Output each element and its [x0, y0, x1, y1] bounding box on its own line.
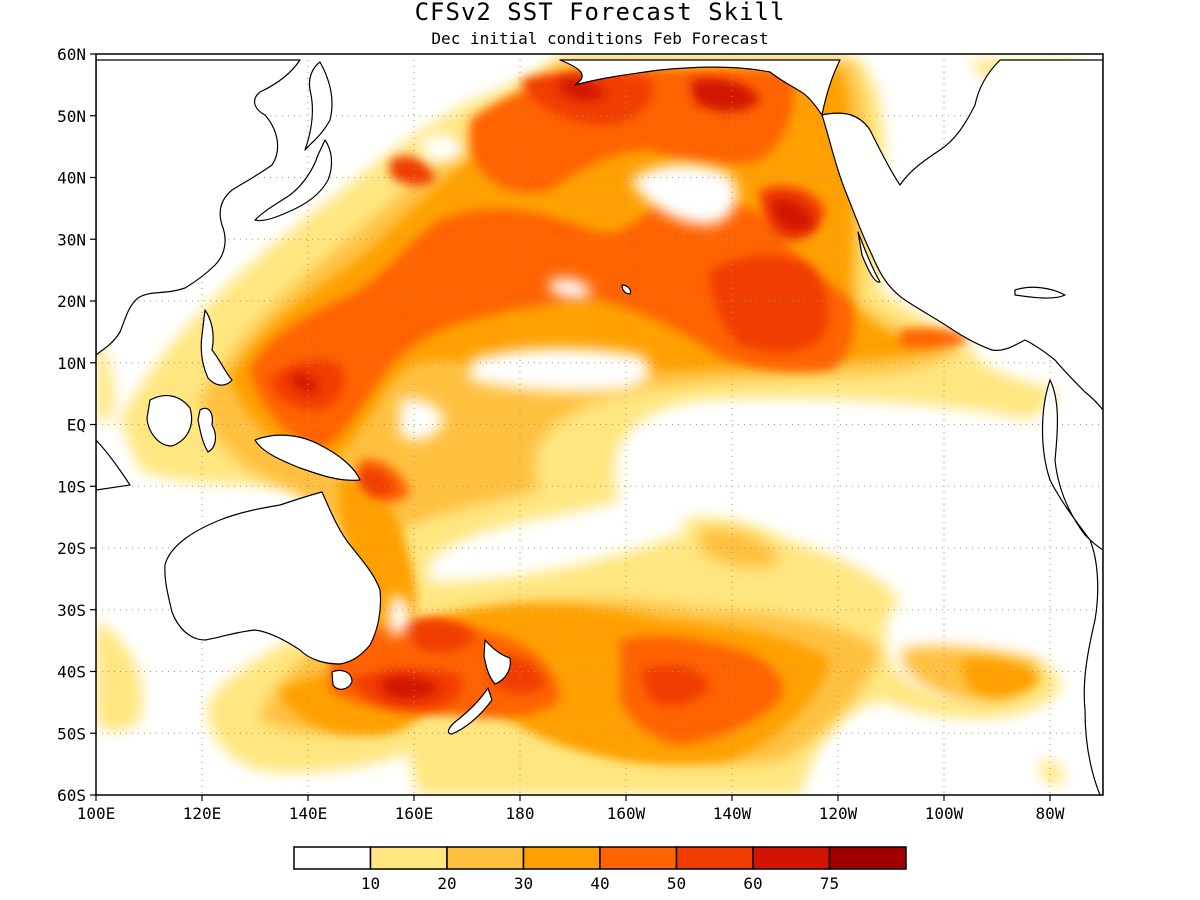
lat-tick-label: 20N: [57, 292, 86, 311]
landmass-kamchatka: [304, 61, 333, 151]
landmass-baja: [857, 231, 881, 283]
map-title: CFSv2 SST Forecast Skill: [414, 0, 786, 26]
colorbar-label: 50: [667, 874, 686, 893]
lat-tick-label: 50N: [57, 107, 86, 126]
lon-tick-label: 120W: [819, 804, 858, 823]
colorbar-swatch: [446, 846, 525, 870]
lon-tick-label: 100W: [925, 804, 964, 823]
landmass-sumatra: [96, 439, 131, 491]
skill-band-60-75: [290, 78, 815, 700]
lat-tick-label: 40S: [57, 663, 86, 682]
landmass-sulawesi: [197, 407, 217, 453]
lat-tick-label: 60N: [57, 45, 86, 64]
landmass-tasmania: [331, 669, 353, 690]
colorbar-label: 75: [820, 874, 839, 893]
landmass-philippines: [200, 309, 233, 386]
landmass-new-guinea: [254, 434, 361, 481]
lon-tick-label: 160W: [607, 804, 646, 823]
lon-tick-label: 160E: [395, 804, 434, 823]
landmass-new-zealand-south: [447, 687, 493, 735]
lon-tick-label: 120E: [183, 804, 222, 823]
colorbar-swatch: [675, 846, 754, 870]
landmass-new-zealand-north: [483, 639, 511, 685]
landmass-cuba: [1014, 286, 1066, 299]
colorbar-swatch: [752, 846, 831, 870]
colorbar-swatch: [522, 846, 601, 870]
landmass-south-america: [1041, 379, 1103, 795]
low-skill-patches: [388, 134, 738, 636]
map-subtitle: Dec initial conditions Feb Forecast: [431, 29, 769, 48]
colorbar-swatch: [599, 846, 678, 870]
landmass-borneo: [146, 394, 193, 447]
landmass-asia: [96, 59, 301, 356]
colorbar-swatch: [828, 846, 907, 870]
lon-tick-label: 80W: [1036, 804, 1065, 823]
colorbar-label: 10: [361, 874, 380, 893]
lat-tick-label: EQ: [67, 416, 86, 435]
landmass-japan: [254, 139, 333, 222]
colorbar-swatch: [369, 846, 448, 870]
lon-tick-label: 140E: [289, 804, 328, 823]
lat-tick-label: 30S: [57, 601, 86, 620]
landmass-australia: [164, 491, 382, 665]
colorbar-label: 30: [514, 874, 533, 893]
lat-tick-label: 10S: [57, 477, 86, 496]
landmass-americas: [821, 59, 1103, 411]
lon-tick-label: 140W: [713, 804, 752, 823]
coastlines: [96, 59, 1103, 795]
lat-tick-label: 20S: [57, 539, 86, 558]
lon-axis: 100E 120E 140E 160E 180 160W 140W 120W 100W 80W: [77, 795, 1065, 823]
colorbar-label: 60: [743, 874, 762, 893]
lat-tick-label: 50S: [57, 724, 86, 743]
landmass-hawaii: [621, 284, 632, 295]
colorbar: 10 20 30 40 50 60 75: [293, 846, 907, 893]
colorbar-label: 40: [590, 874, 609, 893]
lat-axis: 60N 50N 40N 30N 20N 10N EQ 10S 20S 30S 40S 50S 60S: [57, 45, 96, 805]
lon-tick-label: 100E: [77, 804, 116, 823]
lat-tick-label: 60S: [57, 786, 86, 805]
lat-tick-label: 40N: [57, 169, 86, 188]
colorbar-swatch: [293, 846, 372, 870]
lat-tick-label: 30N: [57, 230, 86, 249]
lat-tick-label: 10N: [57, 354, 86, 373]
colorbar-label: 20: [437, 874, 456, 893]
lon-tick-label: 180: [506, 804, 535, 823]
